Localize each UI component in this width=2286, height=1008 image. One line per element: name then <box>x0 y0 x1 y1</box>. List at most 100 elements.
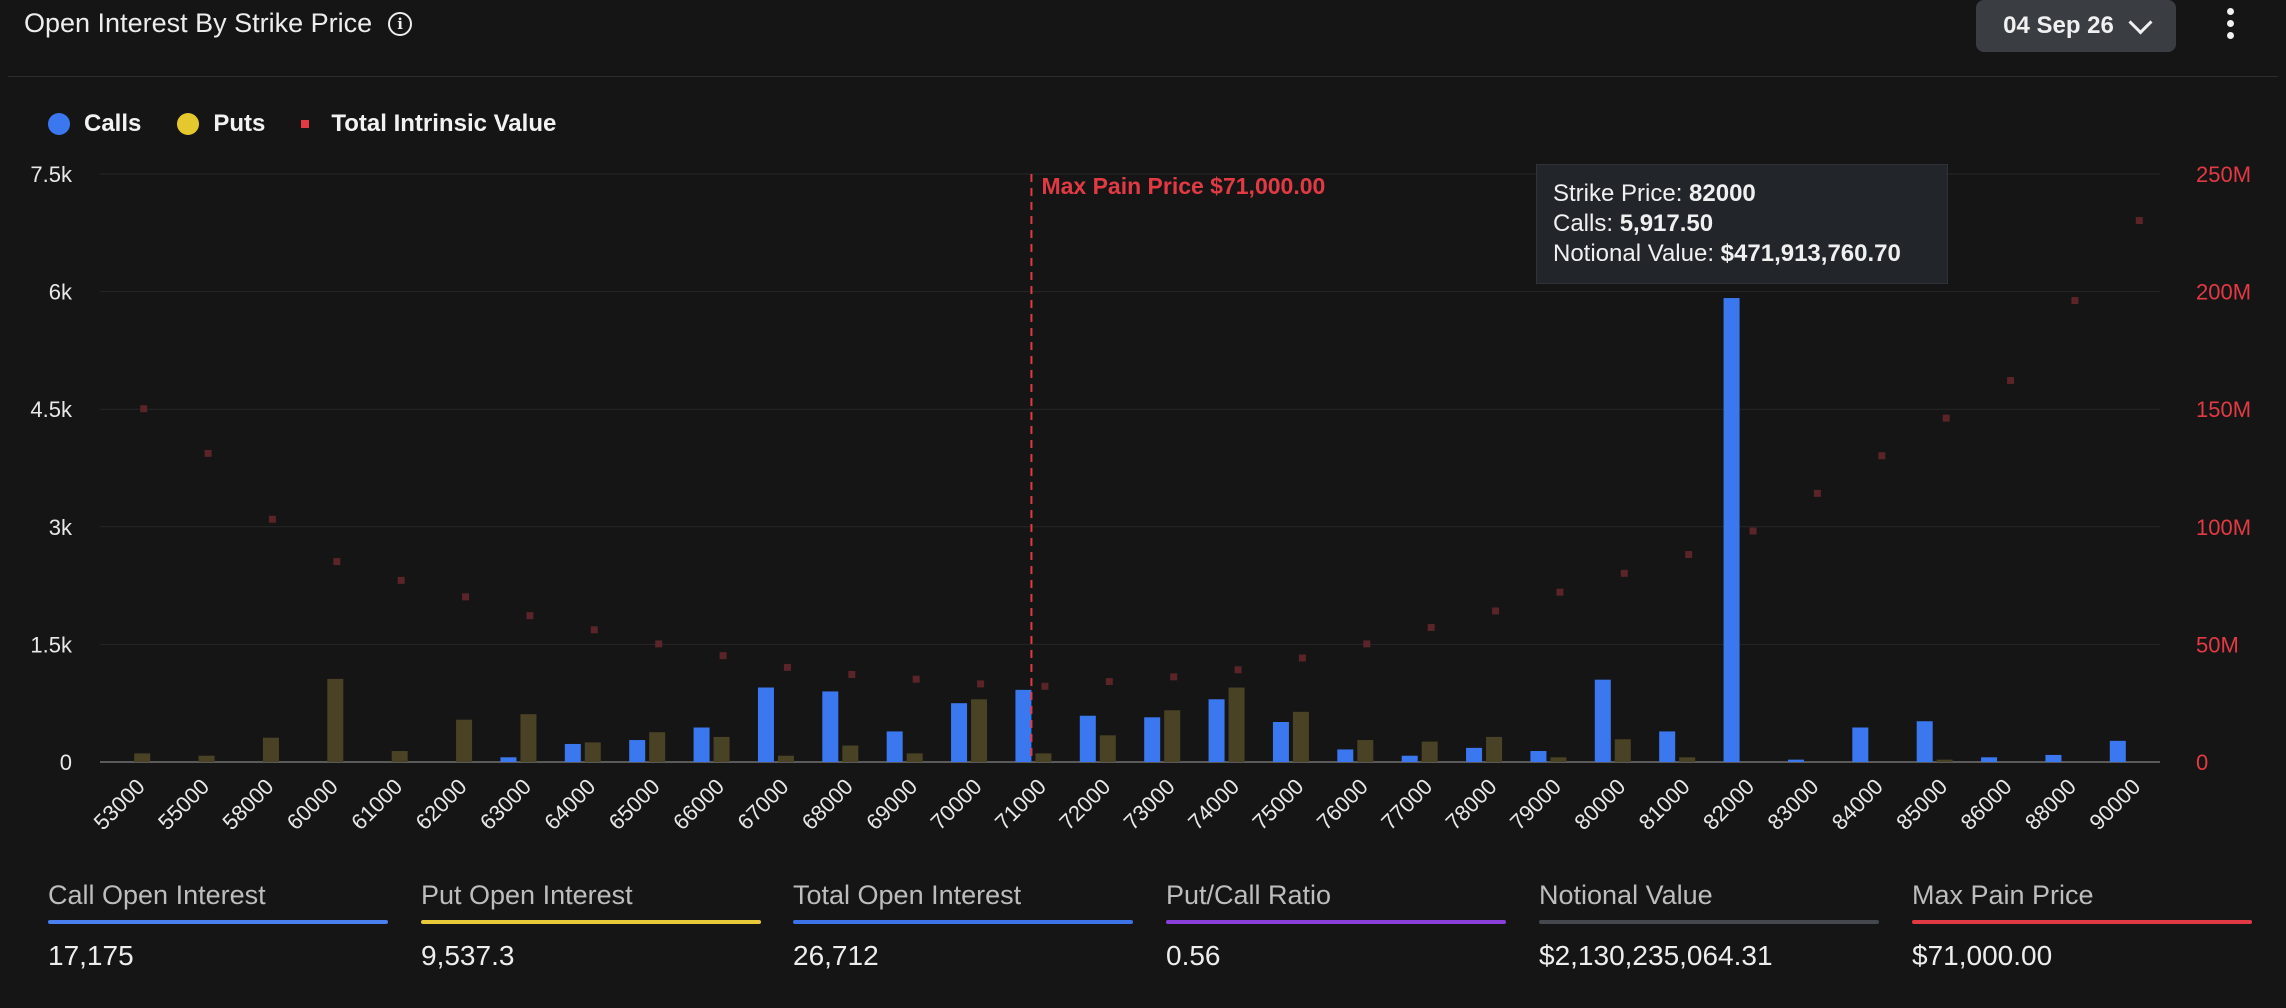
x-tick-label: 90000 <box>2084 774 2145 835</box>
calls-bar <box>693 727 710 762</box>
total-intrinsic-point <box>397 576 405 584</box>
x-tick-label: 70000 <box>926 774 987 835</box>
x-tick-label: 82000 <box>1698 774 1759 835</box>
y-left-tick-label: 4.5k <box>30 397 73 422</box>
calls-bar <box>822 691 839 762</box>
calls-bar <box>1916 721 1933 762</box>
puts-bar <box>1164 710 1181 762</box>
y-right-tick-label: 250M <box>2196 162 2251 187</box>
total-intrinsic-point <box>1298 654 1306 662</box>
chart-legend: Calls Puts Total Intrinsic Value <box>48 110 592 138</box>
total-intrinsic-point <box>1749 527 1757 535</box>
calls-bar <box>951 703 968 762</box>
y-right-tick-label: 100M <box>2196 515 2251 540</box>
y-right-tick-label: 200M <box>2196 280 2251 305</box>
calls-bar <box>2109 740 2126 762</box>
puts-bar <box>1550 757 1567 762</box>
total-intrinsic-point <box>1170 673 1178 681</box>
stat-color-bar <box>1166 920 1506 924</box>
calls-bar <box>1787 759 1804 762</box>
calls-bar <box>564 743 581 762</box>
calls-bar <box>757 687 774 762</box>
x-tick-label: 74000 <box>1183 774 1244 835</box>
x-tick-label: 88000 <box>2020 774 2081 835</box>
total-intrinsic-point <box>1363 640 1371 648</box>
calls-bar <box>1594 679 1611 762</box>
y-right-tick-label: 150M <box>2196 397 2251 422</box>
x-tick-label: 71000 <box>990 774 1051 835</box>
tooltip-strike-label: Strike Price: <box>1553 180 1690 207</box>
total-intrinsic-point <box>2135 217 2143 225</box>
x-tick-label: 84000 <box>1827 774 1888 835</box>
x-tick-label: 73000 <box>1119 774 1180 835</box>
total-intrinsic-point <box>2071 297 2079 305</box>
calls-bar <box>1272 722 1289 762</box>
puts-bar <box>1035 753 1052 762</box>
open-interest-chart: 0 1.5k 3k 4.5k 6k 7.5k 0 50M 100M 150M 200M 250M 530… <box>30 162 2251 835</box>
y-left-tick-label: 0 <box>60 750 72 775</box>
stat-label: Total Open Interest <box>793 880 1022 910</box>
puts-bar <box>327 678 344 762</box>
expiry-date-value: 04 Sep 26 <box>2003 12 2114 39</box>
stat-color-bar <box>793 920 1133 924</box>
total-intrinsic-point <box>848 670 856 678</box>
puts-bar <box>1099 735 1116 762</box>
y-left-tick-label: 1.5k <box>30 632 73 657</box>
x-tick-label: 85000 <box>1891 774 1952 835</box>
x-tick-label: 53000 <box>89 774 150 835</box>
puts-bar <box>842 745 859 762</box>
x-tick-label: 68000 <box>797 774 858 835</box>
stat-label: Notional Value <box>1539 880 1713 910</box>
calls-bar <box>886 731 903 762</box>
puts-bar <box>1486 736 1503 762</box>
info-icon[interactable]: i <box>388 11 413 36</box>
expiry-date-dropdown[interactable]: 04 Sep 26 <box>1976 0 2176 52</box>
tooltip-notional-value: $471,913,760.70 <box>1720 240 1901 267</box>
puts-bar <box>1614 739 1631 762</box>
x-tick-label: 67000 <box>733 774 794 835</box>
tooltip-notional-label: Notional Value: <box>1553 240 1721 267</box>
legend-item-calls[interactable]: Calls <box>48 110 141 138</box>
total-intrinsic-point <box>526 612 534 620</box>
x-tick-label: 78000 <box>1441 774 1502 835</box>
calls-bar <box>2045 754 2062 762</box>
legend-item-total-intrinsic[interactable]: Total Intrinsic Value <box>301 110 556 138</box>
legend-item-puts[interactable]: Puts <box>177 110 265 138</box>
y-left-tick-label: 3k <box>49 515 73 540</box>
stat-notional-value: Notional Value $2,130,235,064.31 <box>1539 880 1879 972</box>
total-intrinsic-point <box>462 593 470 601</box>
chart-title: Open Interest By Strike Price <box>24 8 373 38</box>
stat-value: $2,130,235,064.31 <box>1539 940 1773 971</box>
total-intrinsic-point <box>1813 489 1821 497</box>
legend-label-calls: Calls <box>84 110 142 137</box>
x-tick-label: 77000 <box>1376 774 1437 835</box>
calls-legend-marker <box>48 113 70 135</box>
stat-total-open-interest: Total Open Interest 26,712 <box>793 880 1133 972</box>
puts-bar <box>1421 741 1438 762</box>
total-legend-marker <box>301 120 310 128</box>
calls-bar <box>629 740 646 762</box>
calls-bar <box>1079 715 1096 762</box>
more-options-icon[interactable] <box>2220 8 2240 44</box>
calls-bar <box>1208 699 1225 762</box>
total-intrinsic-point <box>1105 678 1113 686</box>
total-intrinsic-point <box>1685 551 1693 559</box>
x-tick-label: 83000 <box>1763 774 1824 835</box>
puts-bar <box>1228 687 1245 762</box>
x-tick-label: 72000 <box>1054 774 1115 835</box>
x-tick-label: 64000 <box>539 774 600 835</box>
total-intrinsic-point <box>333 558 341 566</box>
total-intrinsic-point <box>1620 569 1628 577</box>
x-tick-label: 61000 <box>346 774 407 835</box>
stat-label: Max Pain Price <box>1912 880 2094 910</box>
x-tick-label: 69000 <box>861 774 922 835</box>
tooltip-strike-value: 82000 <box>1689 180 1756 207</box>
y-right-tick-label: 0 <box>2196 750 2208 775</box>
y-left-tick-label: 6k <box>49 280 73 305</box>
calls-bar <box>1530 751 1547 762</box>
total-intrinsic-point <box>1427 623 1435 631</box>
x-tick-label: 80000 <box>1569 774 1630 835</box>
puts-bar <box>520 714 537 762</box>
total-intrinsic-point <box>719 652 727 660</box>
calls-bar <box>1401 755 1418 762</box>
